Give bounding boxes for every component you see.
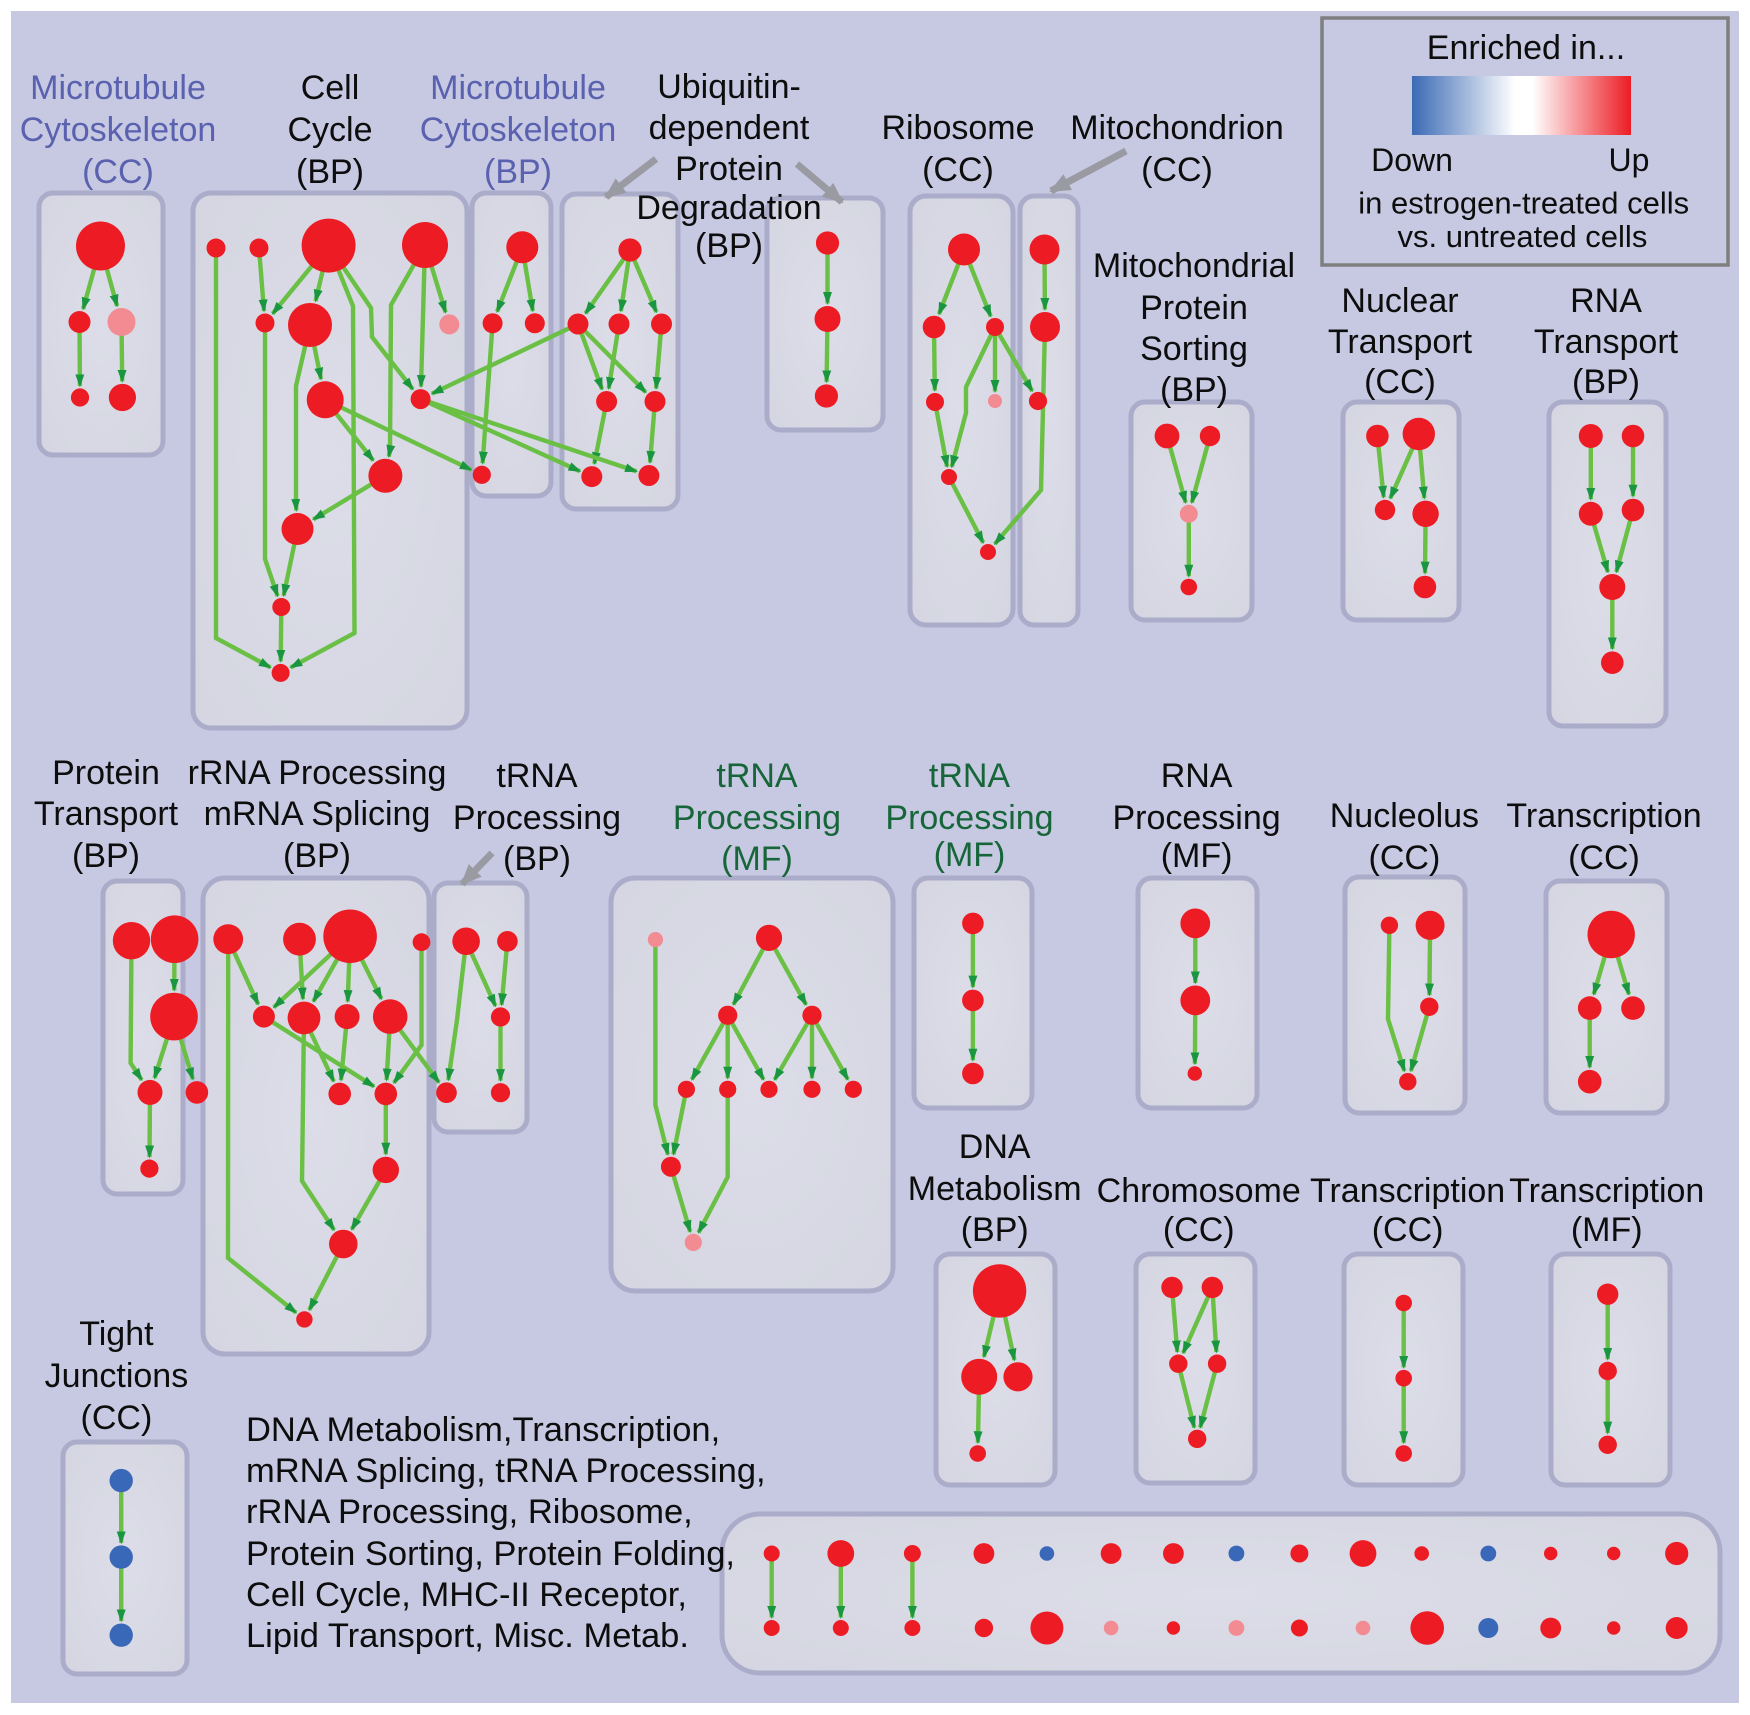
svg-text:mRNA Splicing: mRNA Splicing bbox=[204, 795, 431, 833]
svg-text:Protein: Protein bbox=[675, 150, 783, 188]
svg-text:Chromosome: Chromosome bbox=[1097, 1172, 1301, 1210]
svg-text:(CC): (CC) bbox=[1372, 1211, 1444, 1249]
svg-text:(BP): (BP) bbox=[503, 840, 571, 878]
svg-text:vs. untreated cells: vs. untreated cells bbox=[1397, 219, 1647, 254]
svg-text:rRNA Processing: rRNA Processing bbox=[188, 754, 447, 792]
svg-text:tRNA: tRNA bbox=[496, 757, 578, 795]
svg-text:Transcription: Transcription bbox=[1506, 797, 1701, 835]
svg-text:(MF): (MF) bbox=[721, 840, 793, 878]
svg-text:DNA: DNA bbox=[959, 1128, 1031, 1166]
svg-text:Transport: Transport bbox=[1534, 323, 1679, 361]
svg-text:(CC): (CC) bbox=[1364, 363, 1436, 401]
svg-text:Transcription: Transcription bbox=[1310, 1172, 1505, 1210]
svg-text:Cytoskeleton: Cytoskeleton bbox=[20, 111, 217, 149]
svg-text:Processing: Processing bbox=[1112, 799, 1280, 837]
svg-text:(BP): (BP) bbox=[296, 153, 364, 191]
svg-text:(BP): (BP) bbox=[484, 153, 552, 191]
svg-text:(CC): (CC) bbox=[81, 1399, 153, 1437]
svg-text:Protein: Protein bbox=[52, 754, 160, 792]
svg-text:Transport: Transport bbox=[1328, 323, 1473, 361]
svg-text:(MF): (MF) bbox=[934, 836, 1006, 874]
svg-text:Enriched in...: Enriched in... bbox=[1427, 29, 1625, 67]
svg-text:tRNA: tRNA bbox=[929, 757, 1011, 795]
svg-text:Protein Sorting, Protein Foldi: Protein Sorting, Protein Folding, bbox=[246, 1535, 735, 1573]
svg-text:Degradation: Degradation bbox=[636, 189, 821, 227]
svg-text:(BP): (BP) bbox=[283, 837, 351, 875]
svg-text:(CC): (CC) bbox=[1163, 1211, 1235, 1249]
svg-text:in estrogen-treated cells: in estrogen-treated cells bbox=[1358, 186, 1689, 221]
svg-text:(CC): (CC) bbox=[1369, 839, 1441, 877]
svg-text:Junctions: Junctions bbox=[45, 1357, 189, 1395]
svg-text:Ribosome: Ribosome bbox=[881, 109, 1034, 147]
svg-text:dependent: dependent bbox=[649, 109, 810, 147]
svg-text:Ubiquitin-: Ubiquitin- bbox=[657, 68, 801, 106]
svg-text:mRNA Splicing, tRNA Processing: mRNA Splicing, tRNA Processing, bbox=[246, 1452, 766, 1490]
svg-text:Sorting: Sorting bbox=[1140, 330, 1248, 368]
svg-text:Nuclear: Nuclear bbox=[1341, 282, 1458, 320]
svg-text:Up: Up bbox=[1609, 142, 1650, 178]
svg-text:Metabolism: Metabolism bbox=[908, 1170, 1082, 1208]
svg-text:Microtubule: Microtubule bbox=[30, 69, 206, 107]
svg-text:Nucleolus: Nucleolus bbox=[1330, 797, 1479, 835]
svg-text:Protein: Protein bbox=[1140, 289, 1248, 327]
svg-text:Mitochondrial: Mitochondrial bbox=[1093, 247, 1295, 285]
svg-text:Lipid Transport, Misc. Metab.: Lipid Transport, Misc. Metab. bbox=[246, 1617, 689, 1655]
svg-text:(CC): (CC) bbox=[922, 151, 994, 189]
svg-text:Cytoskeleton: Cytoskeleton bbox=[420, 111, 617, 149]
svg-text:Processing: Processing bbox=[673, 799, 841, 837]
svg-text:Transcription: Transcription bbox=[1509, 1172, 1704, 1210]
svg-text:Mitochondrion: Mitochondrion bbox=[1070, 109, 1284, 147]
svg-text:(CC): (CC) bbox=[82, 153, 154, 191]
svg-text:(MF): (MF) bbox=[1161, 837, 1233, 875]
svg-text:Cell Cycle, MHC-II Receptor,: Cell Cycle, MHC-II Receptor, bbox=[246, 1576, 687, 1614]
svg-text:RNA: RNA bbox=[1161, 757, 1233, 795]
svg-text:(MF): (MF) bbox=[1571, 1211, 1643, 1249]
svg-text:Cycle: Cycle bbox=[287, 111, 372, 149]
svg-text:DNA Metabolism,Transcription,: DNA Metabolism,Transcription, bbox=[246, 1411, 720, 1449]
svg-text:(BP): (BP) bbox=[1160, 371, 1228, 409]
svg-text:(BP): (BP) bbox=[72, 837, 140, 875]
svg-text:Tight: Tight bbox=[79, 1315, 154, 1353]
svg-text:Microtubule: Microtubule bbox=[430, 69, 606, 107]
svg-text:Down: Down bbox=[1371, 142, 1453, 178]
svg-text:RNA: RNA bbox=[1570, 282, 1642, 320]
svg-text:Cell: Cell bbox=[301, 69, 360, 107]
svg-text:(BP): (BP) bbox=[1572, 363, 1640, 401]
svg-text:Processing: Processing bbox=[453, 799, 621, 837]
svg-text:Processing: Processing bbox=[885, 799, 1053, 837]
svg-text:(BP): (BP) bbox=[961, 1211, 1029, 1249]
svg-text:(BP): (BP) bbox=[695, 227, 763, 265]
svg-text:(CC): (CC) bbox=[1568, 839, 1640, 877]
svg-text:(CC): (CC) bbox=[1141, 151, 1213, 189]
svg-text:rRNA Processing, Ribosome,: rRNA Processing, Ribosome, bbox=[246, 1493, 693, 1531]
svg-text:Transport: Transport bbox=[34, 795, 179, 833]
svg-text:tRNA: tRNA bbox=[716, 757, 798, 795]
